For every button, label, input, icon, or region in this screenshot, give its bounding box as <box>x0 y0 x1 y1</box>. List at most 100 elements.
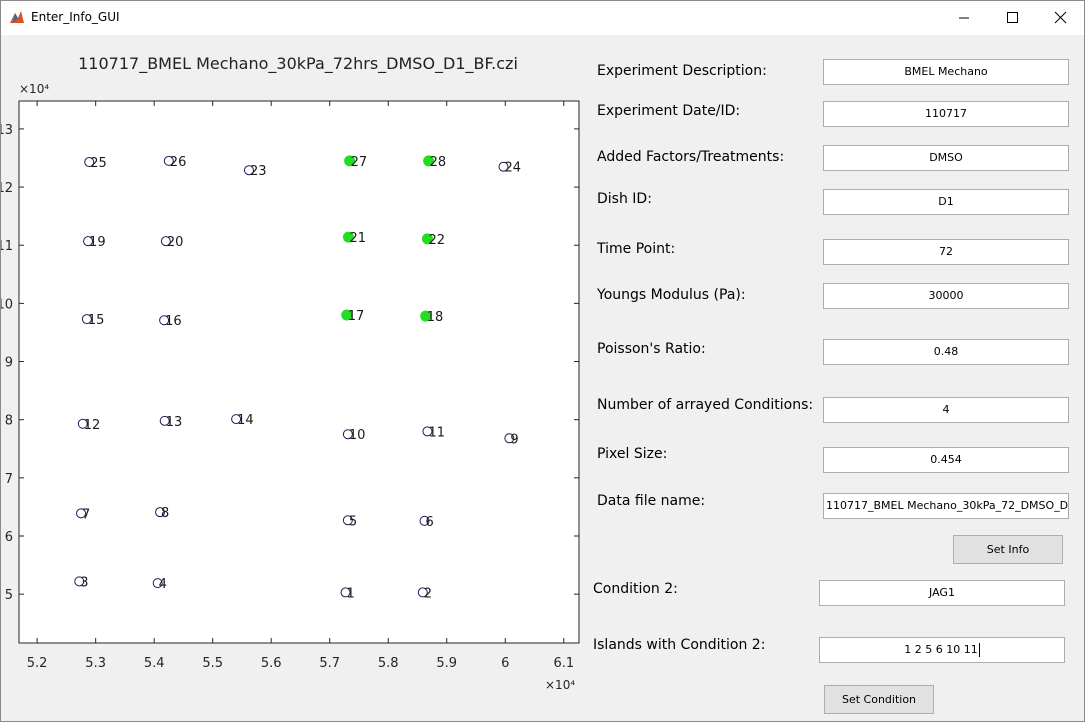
set-condition-button[interactable]: Set Condition <box>824 685 934 714</box>
point-label: 10 <box>349 428 366 443</box>
x-tick-label: 5.9 <box>436 656 457 671</box>
point-label: 1 <box>347 586 355 601</box>
point <box>422 426 433 437</box>
x-tick-label: 5.6 <box>261 656 282 671</box>
set-info-button[interactable]: Set Info <box>953 535 1063 564</box>
window-title: Enter_Info_GUI <box>31 10 120 24</box>
point-label: 27 <box>351 155 368 170</box>
point-label: 16 <box>165 314 182 329</box>
text-caret <box>978 643 980 657</box>
point <box>340 587 351 598</box>
text-field[interactable]: D1 <box>823 189 1069 215</box>
point <box>231 414 242 425</box>
point-label: 18 <box>427 310 444 325</box>
condition-field[interactable]: JAG1 <box>819 580 1065 606</box>
point-label: 8 <box>161 506 169 521</box>
point <box>342 231 354 243</box>
condition-label: Condition 2: <box>593 581 678 597</box>
close-button[interactable] <box>1037 7 1083 29</box>
point <box>420 310 432 322</box>
y-tick-label: 12 <box>1 181 13 196</box>
field-label: Time Point: <box>597 241 676 257</box>
point-label: 22 <box>428 233 445 248</box>
point-label: 26 <box>170 155 187 170</box>
point-label: 21 <box>349 231 366 246</box>
text-field[interactable]: 0.454 <box>823 447 1069 473</box>
point-label: 14 <box>237 413 254 428</box>
point-label: 20 <box>167 235 184 250</box>
point-label: 28 <box>430 155 447 170</box>
point <box>155 507 166 518</box>
field-label: Added Factors/Treatments: <box>597 149 785 165</box>
y-tick-label: 9 <box>5 356 13 371</box>
field-label: Experiment Date/ID: <box>597 103 741 119</box>
point <box>159 315 170 326</box>
text-field[interactable]: 110717 <box>823 101 1069 127</box>
point-label: 2 <box>424 586 432 601</box>
point-label: 4 <box>159 577 167 592</box>
point <box>342 429 353 440</box>
text-field[interactable]: DMSO <box>823 145 1069 171</box>
field-label: Dish ID: <box>597 191 652 207</box>
point <box>84 157 95 168</box>
text-field[interactable]: 0.48 <box>823 339 1069 365</box>
point <box>498 161 509 172</box>
y-multiplier: ×10⁴ <box>19 82 49 96</box>
plot: 110717_BMEL Mechano_30kPa_72hrs_DMSO_D1_… <box>1 54 580 692</box>
field-label: Youngs Modulus (Pa): <box>597 287 746 303</box>
text-field[interactable]: 110717_BMEL Mechano_30kPa_72_DMSO_D <box>823 493 1069 519</box>
islands-label: Islands with Condition 2: <box>593 637 766 653</box>
y-tick-label: 6 <box>5 530 13 545</box>
point <box>152 578 163 589</box>
point-label: 19 <box>89 235 106 250</box>
y-tick-label: 11 <box>1 239 13 254</box>
y-tick-label: 10 <box>1 297 13 312</box>
point-label: 9 <box>510 432 518 447</box>
point-label: 15 <box>88 313 105 328</box>
plot-area <box>18 100 580 644</box>
minimize-button[interactable] <box>941 7 987 29</box>
x-tick-label: 5.5 <box>202 656 223 671</box>
x-multiplier: ×10⁴ <box>545 678 575 692</box>
point <box>77 418 88 429</box>
point <box>423 155 435 167</box>
text-field[interactable]: 4 <box>823 397 1069 423</box>
field-label: Data file name: <box>597 493 706 509</box>
point-label: 7 <box>82 507 90 522</box>
islands-field[interactable]: 1 2 5 6 10 11 <box>819 637 1065 663</box>
point <box>81 314 92 325</box>
text-field[interactable]: BMEL Mechano <box>823 59 1069 85</box>
y-tick-label: 8 <box>5 414 13 429</box>
field-label: Pixel Size: <box>597 446 668 462</box>
x-tick-label: 5.4 <box>144 656 165 671</box>
point <box>243 165 254 176</box>
x-tick-label: 5.8 <box>378 656 399 671</box>
field-label: Poisson's Ratio: <box>597 341 706 357</box>
chart-title: 110717_BMEL Mechano_30kPa_72hrs_DMSO_D1_… <box>78 54 518 74</box>
x-tick-label: 6 <box>501 656 509 671</box>
point-label: 25 <box>90 156 107 171</box>
point-label: 5 <box>349 514 357 529</box>
point <box>419 515 430 526</box>
title-bar: Enter_Info_GUI <box>1 1 1084 35</box>
point-label: 6 <box>426 515 434 530</box>
point <box>341 309 353 321</box>
y-tick-label: 5 <box>5 588 13 603</box>
point <box>160 236 171 247</box>
point <box>344 155 356 167</box>
text-field[interactable]: 30000 <box>823 283 1069 309</box>
y-tick-label: 7 <box>5 472 13 487</box>
x-tick-label: 5.3 <box>85 656 106 671</box>
point-label: 11 <box>428 425 445 440</box>
y-tick-label: 13 <box>1 123 13 138</box>
point <box>159 415 170 426</box>
point-label: 24 <box>505 161 522 176</box>
point <box>74 576 85 587</box>
point <box>342 515 353 526</box>
point-label: 12 <box>84 418 101 433</box>
text-field[interactable]: 72 <box>823 239 1069 265</box>
point-label: 13 <box>166 415 183 430</box>
maximize-button[interactable] <box>989 7 1035 29</box>
point <box>163 155 174 166</box>
